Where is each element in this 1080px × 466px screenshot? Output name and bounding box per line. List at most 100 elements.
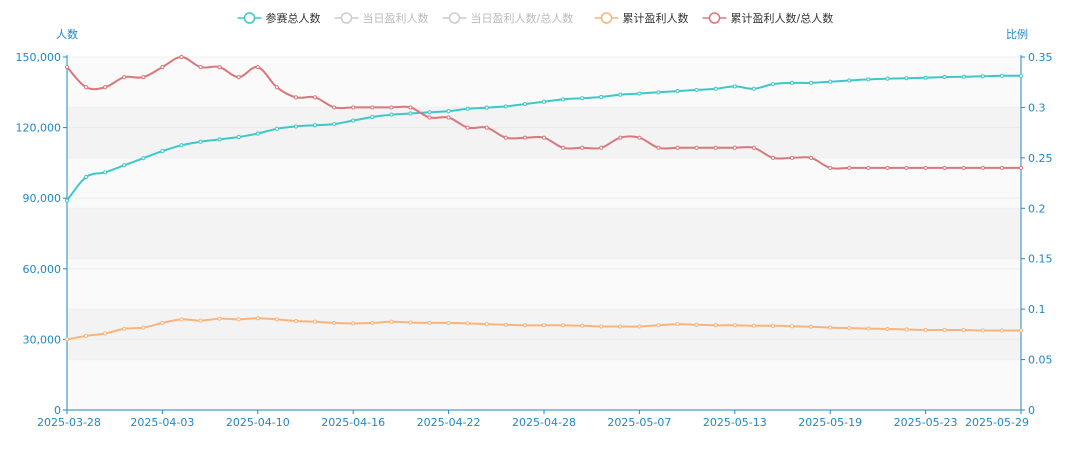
data-point — [370, 320, 375, 326]
data-point — [789, 324, 795, 329]
data-point — [675, 322, 680, 327]
y-right-tick-label: 0.05 — [1028, 354, 1053, 367]
data-point — [942, 74, 947, 80]
data-point — [293, 318, 299, 324]
data-point — [312, 123, 318, 128]
axes: 0 30,000 60,000 90,000 120,000 150,000 0 0.05 0.… — [16, 51, 1053, 429]
legend-item[interactable]: 累计盈利人数 — [594, 12, 689, 25]
data-point — [789, 80, 795, 85]
y-right-tick-label: 0.3 — [1028, 101, 1046, 114]
legend-item[interactable]: 累计盈利人数/总人数 — [702, 11, 834, 25]
grid-lines — [67, 56, 1021, 411]
data-point — [64, 337, 70, 342]
data-point — [656, 323, 661, 328]
grid-band — [67, 157, 1021, 209]
x-tick-label: 2025-03-28 — [37, 416, 101, 429]
data-point — [408, 105, 413, 110]
data-point — [64, 198, 70, 203]
data-point — [332, 105, 337, 110]
data-point — [809, 80, 814, 85]
data-point — [83, 174, 89, 180]
data-point — [293, 95, 299, 100]
data-point — [179, 317, 184, 322]
data-point — [751, 323, 756, 328]
data-point — [923, 75, 928, 80]
data-point — [312, 95, 318, 100]
data-point — [198, 64, 203, 70]
data-point — [465, 321, 470, 326]
data-point — [122, 163, 127, 168]
data-point — [599, 145, 604, 150]
background-bands — [67, 57, 1021, 410]
data-point — [351, 321, 356, 326]
data-point — [961, 165, 966, 171]
y-left-tick-label: 120,000 — [16, 122, 62, 135]
data-point — [866, 326, 871, 331]
legend-label: 当日盈利人数 — [363, 11, 429, 25]
data-point — [389, 319, 394, 324]
y-right-tick-label: 0.25 — [1028, 152, 1053, 165]
data-point — [312, 319, 318, 324]
data-point — [828, 79, 833, 84]
data-point — [484, 322, 489, 327]
data-point — [637, 135, 642, 140]
data-point — [885, 165, 890, 171]
legend[interactable]: 参赛总人数 当日盈利人数 当日盈利人数/总人数 累计盈利人数 累计盈利人数/总人数 — [237, 11, 834, 25]
data-point — [541, 323, 547, 328]
data-point — [465, 106, 470, 111]
data-point — [370, 105, 375, 110]
legend-item[interactable]: 参赛总人数 — [237, 11, 321, 25]
data-point — [618, 135, 623, 140]
data-point — [675, 145, 680, 150]
legend-swatch-marker — [340, 12, 353, 24]
data-point — [942, 165, 947, 171]
data-point — [866, 165, 871, 171]
data-point — [198, 139, 203, 144]
y-left-tick-label: 90,000 — [23, 192, 62, 205]
data-point — [446, 115, 451, 120]
data-point — [732, 84, 737, 89]
data-point — [103, 170, 108, 175]
grid-band — [67, 57, 1021, 108]
data-point — [961, 327, 966, 333]
data-point — [236, 134, 241, 140]
data-point — [351, 105, 356, 110]
data-point — [751, 145, 756, 150]
y-left-tick-label: 60,000 — [23, 263, 62, 276]
data-point — [828, 165, 833, 171]
data-point — [274, 317, 279, 322]
data-point — [847, 326, 852, 331]
legend-item[interactable]: 当日盈利人数/总人数 — [442, 11, 574, 25]
data-point — [522, 101, 528, 107]
data-point — [560, 97, 566, 102]
data-point — [580, 145, 585, 150]
y-right-tick-label: 0.15 — [1028, 253, 1053, 266]
y-right-tick-label: 0.2 — [1028, 202, 1046, 215]
data-point — [103, 85, 108, 90]
data-point — [789, 155, 795, 160]
data-point — [694, 145, 699, 150]
data-point — [847, 78, 852, 83]
data-point — [198, 318, 203, 323]
data-point — [236, 75, 241, 80]
data-point — [160, 320, 165, 326]
data-point — [980, 165, 985, 171]
x-tick-label: 2025-05-07 — [607, 416, 671, 429]
data-point — [446, 109, 451, 114]
data-point — [694, 322, 699, 327]
data-point — [83, 85, 89, 90]
data-point — [732, 323, 737, 328]
data-point — [999, 73, 1005, 78]
data-point — [503, 104, 508, 109]
data-point — [770, 155, 776, 160]
data-point — [560, 323, 566, 328]
legend-label: 累计盈利人数 — [623, 12, 689, 25]
data-point — [389, 112, 394, 117]
legend-item[interactable]: 当日盈利人数 — [334, 11, 429, 25]
data-point — [904, 327, 909, 332]
data-point — [332, 320, 337, 326]
data-point — [1018, 328, 1024, 333]
data-point — [446, 320, 451, 326]
